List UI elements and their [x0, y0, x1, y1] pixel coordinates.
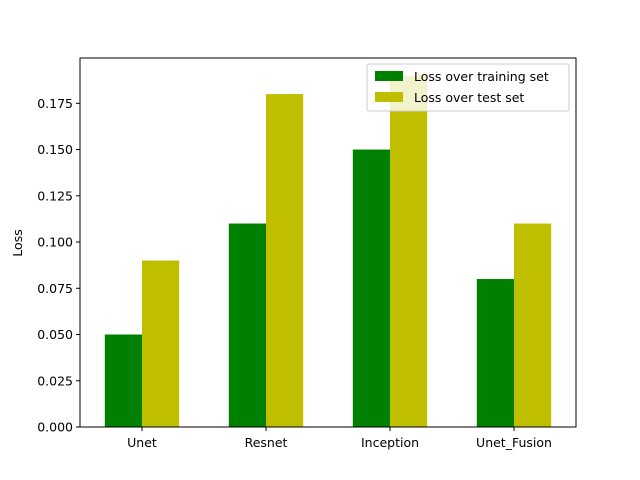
- bar-resnet-series-2: [266, 94, 304, 427]
- y-tick-label: 0.000: [37, 420, 73, 435]
- bars-group: [104, 75, 552, 428]
- x-tick-label: Unet_Fusion: [476, 435, 552, 450]
- bar-resnet-series-1: [228, 223, 266, 427]
- legend-swatch-test: [375, 92, 403, 102]
- bar-unet-series-2: [142, 260, 180, 427]
- plot-frame: [79, 57, 577, 428]
- x-tick-label: Resnet: [245, 435, 288, 450]
- y-tick-label: 0.050: [37, 327, 73, 342]
- bar-inception-series-2: [390, 75, 428, 428]
- x-axis-ticks: Unet Resnet Inception Unet_Fusion: [127, 427, 552, 450]
- y-axis-ticks: 0.000 0.025 0.050 0.075 0.100 0.125 0.150 0.175: [37, 96, 80, 435]
- bar-unet-fusion-series-2: [514, 223, 552, 427]
- legend-label-test: Loss over test set: [414, 90, 524, 105]
- legend-swatch-train: [375, 71, 403, 81]
- y-tick-label: 0.175: [37, 96, 73, 111]
- y-tick-label: 0.125: [37, 188, 73, 203]
- x-tick-label: Unet: [127, 435, 157, 450]
- x-tick-label: Inception: [361, 435, 419, 450]
- legend: Loss over training set Loss over test se…: [366, 63, 570, 112]
- y-tick-label: 0.075: [37, 281, 73, 296]
- y-tick-label: 0.100: [37, 235, 73, 250]
- bar-unet-series-1: [104, 334, 142, 427]
- bar-unet-fusion-series-1: [476, 279, 514, 427]
- legend-frame: [366, 63, 570, 112]
- legend-label-train: Loss over training set: [414, 69, 549, 84]
- y-tick-label: 0.025: [37, 373, 73, 388]
- bar-inception-series-1: [352, 149, 390, 427]
- y-axis-label: Loss: [10, 229, 25, 256]
- y-tick-label: 0.150: [37, 142, 73, 157]
